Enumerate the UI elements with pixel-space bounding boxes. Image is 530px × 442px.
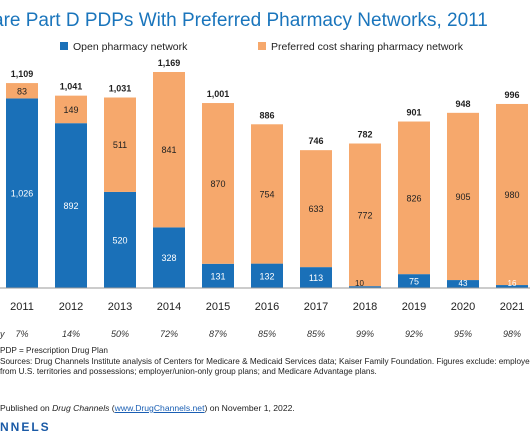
bar-preferred-2021 (496, 103, 528, 286)
publication-note: Published on Drug Channels (www.DrugChan… (0, 403, 295, 413)
bar-label-open-2015: 131 (210, 271, 225, 281)
bar-label-open-2013: 520 (112, 235, 127, 245)
share-value-2012: 14% (62, 329, 80, 339)
bar-label-preferred-2012: 149 (63, 105, 78, 115)
bar-label-preferred-2011: 83 (17, 86, 27, 96)
share-value-2018: 99% (356, 329, 374, 339)
bar-total-2016: 886 (259, 110, 274, 120)
bar-preferred-2012 (55, 95, 87, 124)
share-value-2017: 85% (307, 329, 325, 339)
outlet-name: Drug Channels (52, 403, 110, 413)
bar-total-2018: 782 (357, 130, 372, 140)
bar-label-open-2020: 43 (459, 279, 468, 288)
bar-total-2015: 1,001 (207, 89, 230, 99)
bar-preferred-2014 (153, 72, 185, 228)
legend-label-open: Open pharmacy network (73, 41, 188, 53)
x-tick-2019: 2019 (402, 301, 426, 313)
bar-label-preferred-2014: 841 (161, 145, 176, 155)
bar-open-2021 (496, 285, 528, 288)
bar-preferred-2017 (300, 150, 332, 268)
bar-total-2017: 746 (308, 136, 323, 146)
bar-open-2015 (202, 263, 234, 288)
bar-label-preferred-2018: 772 (357, 210, 372, 220)
share-value-2016: 85% (258, 329, 276, 339)
share-value-2020: 95% (454, 329, 472, 339)
x-tick-2021: 2021 (500, 301, 524, 313)
brand-logo-text: NNELS (0, 420, 51, 434)
bar-preferred-2019 (398, 121, 430, 275)
x-tick-2020: 2020 (451, 301, 475, 313)
drugchannels-link[interactable]: www.DrugChannels.net (114, 403, 205, 413)
bar-label-preferred-2020: 905 (455, 192, 470, 202)
share-value-2011: 7% (15, 329, 28, 339)
bar-label-open-2021: 16 (508, 279, 517, 288)
stacked-bar-chart: Open pharmacy network Preferred cost shar… (0, 41, 530, 339)
share-value-2021: 98% (503, 329, 521, 339)
footnote-abbreviation: PDP = Prescription Drug Plan (0, 346, 108, 355)
bar-label-open-2017: 113 (309, 273, 323, 283)
share-value-2014: 72% (160, 329, 178, 339)
share-row-label: y (0, 329, 5, 339)
bar-open-2018 (349, 286, 381, 288)
x-tick-2017: 2017 (304, 301, 328, 313)
bar-label-open-2011: 1,026 (11, 189, 34, 199)
bar-label-open-2012: 892 (63, 201, 78, 211)
bar-open-2020 (447, 280, 479, 288)
x-tick-2018: 2018 (353, 301, 377, 313)
share-value-2015: 87% (209, 329, 227, 339)
footnote-sources: Sources: Drug Channels Institute analysi… (0, 357, 530, 366)
x-tick-2016: 2016 (255, 301, 279, 313)
bar-label-open-2014: 328 (161, 253, 176, 263)
bar-label-open-2018: 10 (355, 279, 364, 288)
bar-total-2012: 1,041 (60, 82, 83, 92)
chart-title: are Part D PDPs With Preferred Pharmacy … (0, 10, 488, 31)
bar-preferred-2020 (447, 112, 479, 281)
bar-total-2019: 901 (406, 108, 421, 118)
bar-open-2016 (251, 263, 283, 288)
share-value-2013: 50% (111, 329, 129, 339)
bar-preferred-2011 (6, 83, 38, 99)
share-value-2019: 92% (405, 329, 423, 339)
bar-preferred-2013 (104, 97, 136, 192)
bar-total-2020: 948 (455, 99, 470, 109)
bar-total-2021: 996 (504, 90, 519, 100)
bar-total-2011: 1,109 (11, 69, 34, 79)
legend-swatch-open (60, 42, 68, 50)
bar-open-2012 (55, 123, 87, 288)
bar-label-preferred-2013: 511 (113, 140, 127, 150)
bar-preferred-2016 (251, 124, 283, 264)
x-tick-2013: 2013 (108, 301, 132, 313)
bar-label-preferred-2015: 870 (210, 179, 225, 189)
bar-open-2019 (398, 274, 430, 288)
x-tick-2012: 2012 (59, 301, 83, 313)
bar-label-preferred-2021: 980 (504, 190, 519, 200)
x-tick-2011: 2011 (10, 301, 34, 313)
bar-open-2014 (153, 227, 185, 288)
bar-open-2017 (300, 267, 332, 288)
bar-open-2011 (6, 98, 38, 289)
x-tick-2014: 2014 (157, 301, 181, 313)
legend-label-preferred: Preferred cost sharing pharmacy network (271, 41, 464, 53)
bar-preferred-2015 (202, 103, 234, 264)
bar-label-preferred-2016: 754 (259, 189, 274, 199)
bar-open-2013 (104, 191, 136, 288)
legend-swatch-preferred (258, 42, 266, 50)
bar-label-open-2016: 132 (259, 271, 274, 281)
bar-preferred-2018 (349, 143, 381, 287)
bar-label-preferred-2017: 633 (308, 204, 323, 214)
bar-label-open-2019: 75 (409, 277, 419, 287)
x-tick-2015: 2015 (206, 301, 230, 313)
bar-total-2014: 1,169 (158, 58, 181, 68)
footnote-exclusions: from U.S. territories and possessions; e… (0, 367, 377, 376)
bar-total-2013: 1,031 (109, 83, 132, 93)
bar-label-preferred-2019: 826 (406, 193, 421, 203)
